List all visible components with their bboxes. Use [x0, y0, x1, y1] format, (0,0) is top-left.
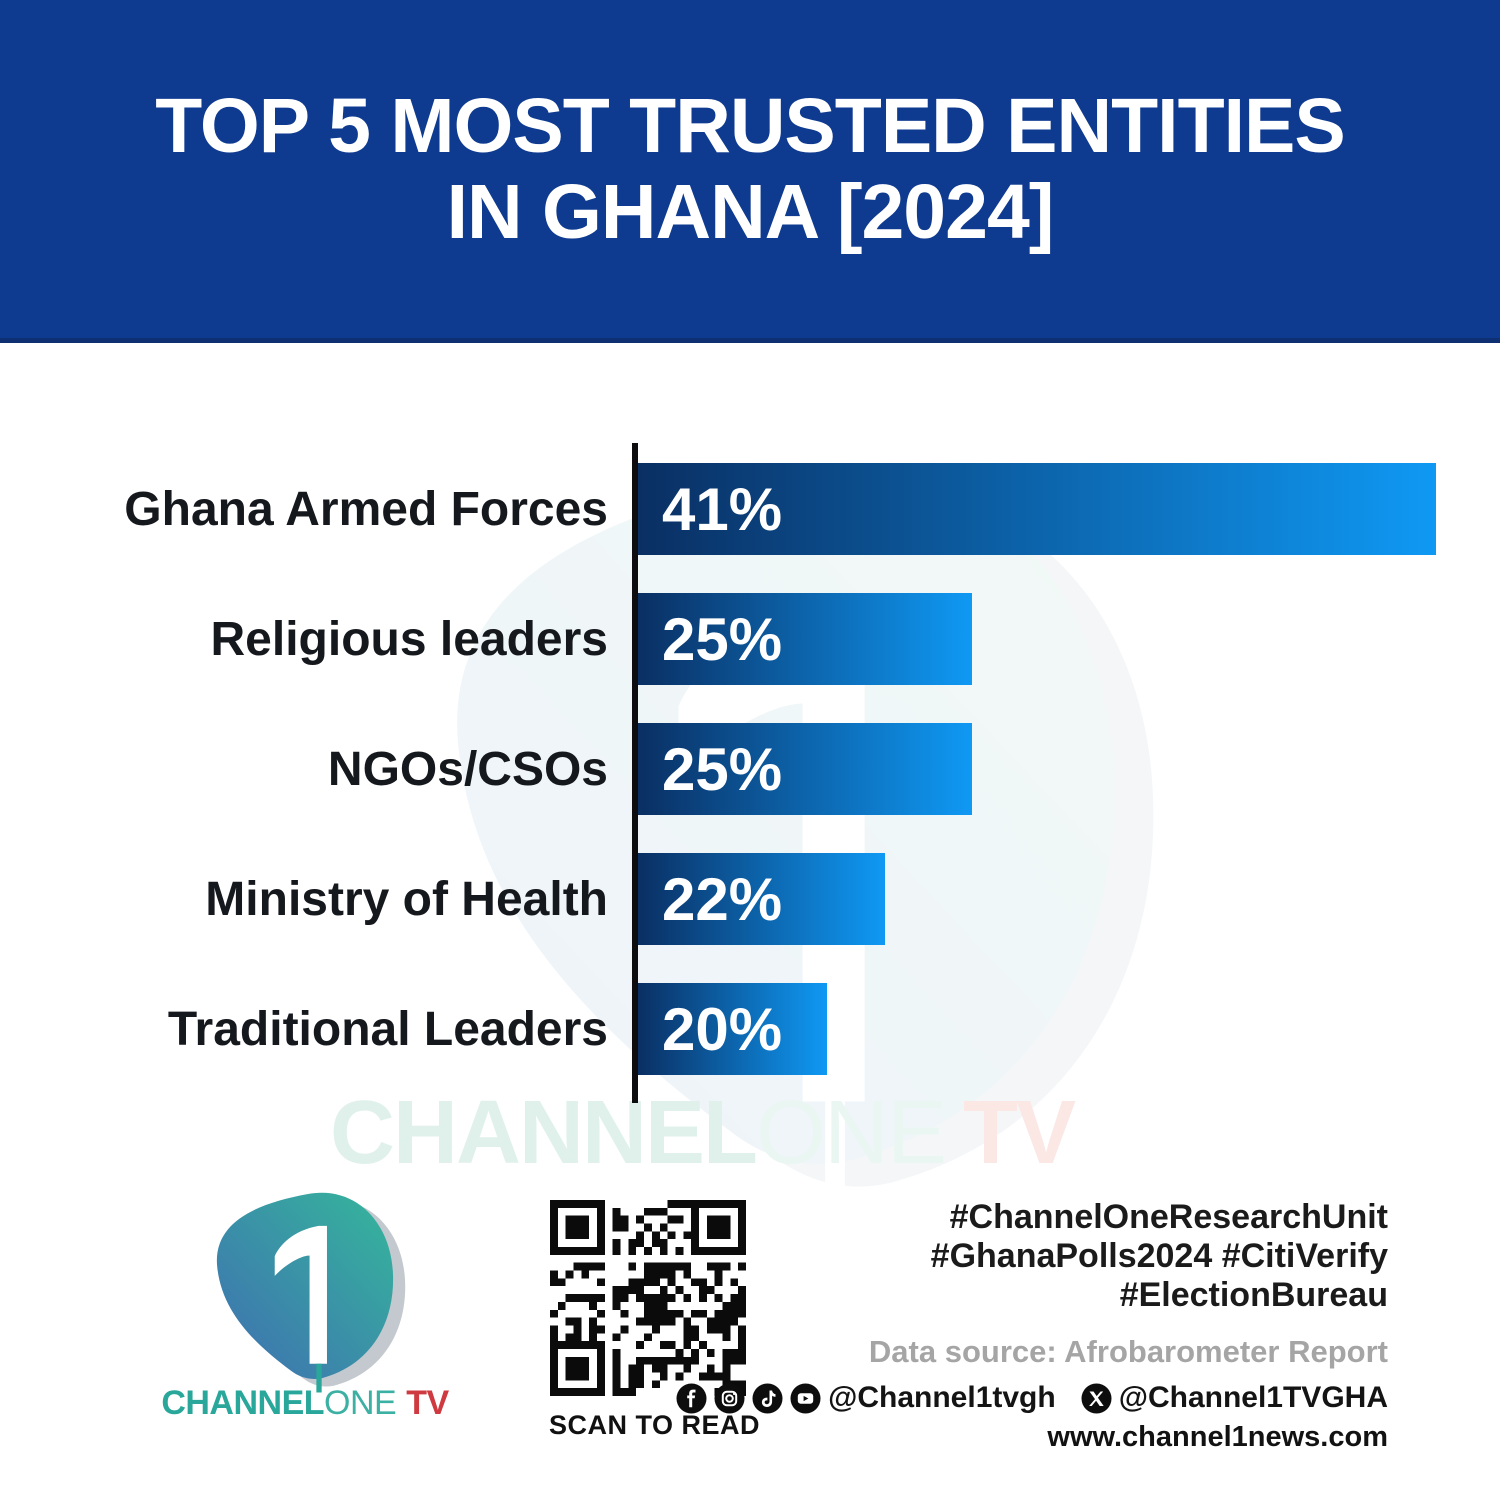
footer-info: #ChannelOneResearchUnit #GhanaPolls2024 … [676, 1198, 1388, 1454]
channel-one-logo-icon [216, 1192, 406, 1393]
channel-one-wordmark: CHANNELONE TV [140, 1384, 470, 1423]
social-row: @Channel1tvgh @Channel1TVGHA [676, 1381, 1388, 1415]
qr-block: SCAN TO READ [549, 1200, 761, 1441]
channel-one-logo: CHANNELONE TV [161, 1182, 449, 1422]
social-handle-x: @Channel1TVGHA [1118, 1381, 1388, 1414]
x-icon [1081, 1383, 1112, 1413]
bar-traditional-leaders: 20% [638, 983, 827, 1075]
tiktok-icon [752, 1383, 783, 1413]
page-title-line2: IN GHANA [2024] [446, 169, 1055, 255]
category-label: Religious leaders [210, 612, 608, 666]
hashtag-line: #ChannelOneResearchUnit [949, 1198, 1388, 1236]
bar-chart: Ghana Armed Forces 41% Religious leaders… [0, 440, 1500, 1215]
category-label: Ghana Armed Forces [124, 482, 608, 536]
data-source-note: Data source: Afrobarometer Report [868, 1334, 1388, 1369]
category-label: Ministry of Health [205, 872, 608, 926]
category-label: Traditional Leaders [167, 1002, 608, 1056]
title-banner: TOP 5 MOST TRUSTED ENTITIES IN GHANA [20… [0, 0, 1500, 343]
hashtag-line: #GhanaPolls2024 #CitiVerify [930, 1237, 1388, 1275]
value-label: 25% [662, 735, 783, 803]
chart-axis-line [632, 443, 638, 1103]
facebook-icon [676, 1383, 707, 1413]
category-label: NGOs/CSOs [327, 742, 608, 796]
bar-ministry-of-health: 22% [638, 853, 885, 945]
value-label: 25% [662, 605, 783, 673]
bar-row: NGOs/CSOs 25% [0, 723, 1500, 815]
youtube-icon [790, 1383, 821, 1413]
bar-row: Traditional Leaders 20% [0, 983, 1500, 1075]
website-url: www.channel1news.com [1047, 1421, 1388, 1453]
wordmark-channel: CHANNEL [161, 1384, 325, 1422]
qr-code [550, 1200, 746, 1396]
social-handle-main: @Channel1tvgh [828, 1381, 1056, 1414]
hashtag-line: #ElectionBureau [1119, 1276, 1388, 1314]
instagram-icon [714, 1383, 745, 1413]
value-label: 22% [662, 865, 783, 933]
bar-ngos-csos: 25% [638, 723, 972, 815]
hashtags: #ChannelOneResearchUnit #GhanaPolls2024 … [728, 1198, 1388, 1315]
page-title-line1: TOP 5 MOST TRUSTED ENTITIES [155, 82, 1345, 169]
wordmark-one: ONE [324, 1384, 397, 1422]
value-label: 41% [662, 475, 783, 543]
bar-row: Ministry of Health 22% [0, 853, 1500, 945]
value-label: 20% [662, 995, 783, 1063]
qr-caption: SCAN TO READ [549, 1410, 761, 1440]
bar-row: Ghana Armed Forces 41% [0, 463, 1500, 555]
page-title: TOP 5 MOST TRUSTED ENTITIES IN GHANA [20… [155, 82, 1345, 255]
bar-religious-leaders: 25% [638, 593, 972, 685]
bar-row: Religious leaders 25% [0, 593, 1500, 685]
wordmark-tv: TV [406, 1384, 449, 1422]
bar-ghana-armed-forces: 41% [638, 463, 1436, 555]
